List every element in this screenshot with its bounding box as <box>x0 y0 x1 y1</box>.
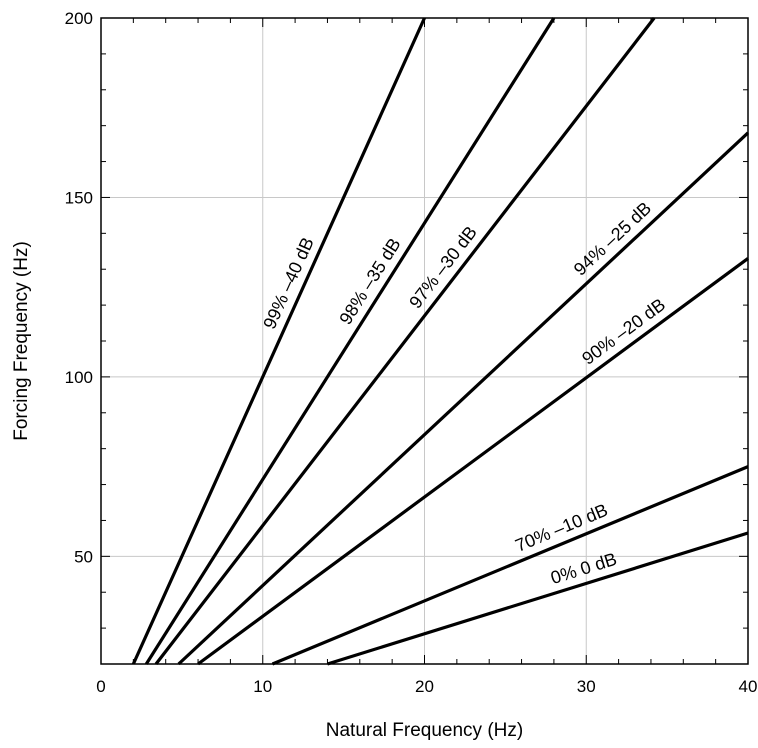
series-label: 94% –25 dB <box>570 198 655 280</box>
y-tick-label: 150 <box>65 188 93 207</box>
series-line <box>131 17 426 665</box>
axis-ticks <box>100 17 749 665</box>
series-label: 98% –35 dB <box>335 235 404 329</box>
y-tick-label: 50 <box>74 547 93 566</box>
series-line <box>154 17 656 665</box>
x-tick-label: 20 <box>415 677 434 696</box>
series-line <box>197 257 749 666</box>
y-tick-label: 200 <box>65 9 93 28</box>
series-line <box>177 131 750 666</box>
series-lines <box>131 17 750 666</box>
y-axis-title: Forcing Frequency (Hz) <box>11 241 32 441</box>
x-tick-label: 0 <box>96 677 105 696</box>
series-label: 90% –20 dB <box>578 294 669 368</box>
series-line <box>144 17 556 665</box>
x-tick-label: 30 <box>577 677 596 696</box>
series-line <box>271 465 749 666</box>
y-tick-label: 100 <box>65 368 93 387</box>
grid-lines <box>101 18 748 664</box>
tick-labels: 0 10 20 30 40 50 100 150 200 <box>65 9 758 696</box>
series-label: 0% 0 dB <box>548 549 619 588</box>
x-axis-title: Natural Frequency (Hz) <box>326 720 523 741</box>
series-label: 70% –10 dB <box>512 500 610 556</box>
series-line <box>326 531 749 666</box>
x-tick-label: 40 <box>739 677 758 696</box>
x-tick-label: 10 <box>253 677 272 696</box>
